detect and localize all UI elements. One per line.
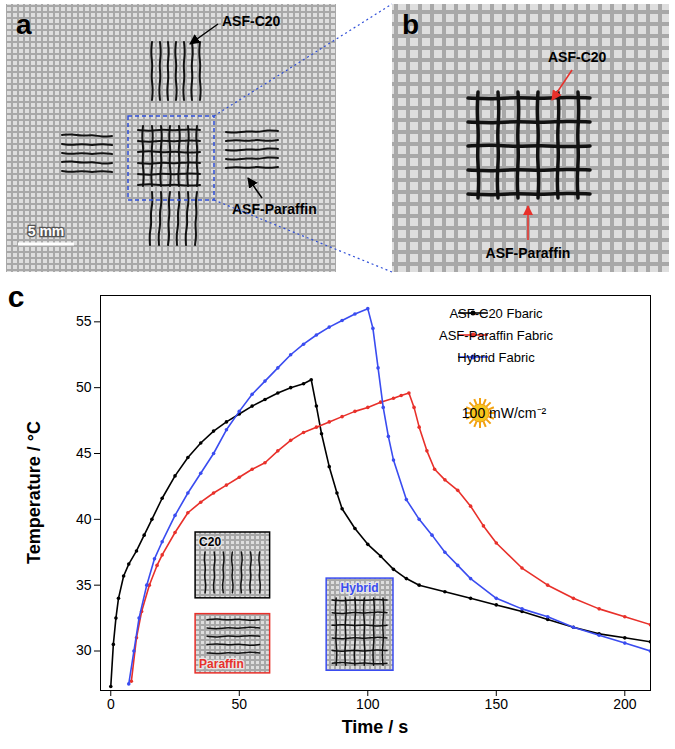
- svg-text:ASF-C20: ASF-C20: [222, 13, 281, 29]
- svg-text:150: 150: [485, 696, 509, 712]
- svg-text:200: 200: [613, 696, 637, 712]
- svg-text:Temperature / °C: Temperature / °C: [24, 421, 44, 564]
- svg-text:Paraffin: Paraffin: [199, 657, 244, 671]
- svg-text:ASF-C20: ASF-C20: [548, 49, 607, 65]
- svg-text:40: 40: [76, 511, 92, 527]
- svg-text:Hybrid Fabric: Hybrid Fabric: [457, 350, 535, 365]
- svg-text:55: 55: [76, 313, 92, 329]
- svg-text:C20: C20: [199, 535, 221, 549]
- svg-text:50: 50: [76, 379, 92, 395]
- svg-text:Hybrid: Hybrid: [341, 581, 379, 595]
- svg-text:c: c: [8, 280, 25, 313]
- svg-text:Time / s: Time / s: [342, 717, 409, 737]
- svg-text:b: b: [402, 9, 419, 40]
- svg-text:35: 35: [76, 577, 92, 593]
- svg-text:50: 50: [231, 696, 247, 712]
- svg-text:0: 0: [107, 696, 115, 712]
- svg-text:5 mm: 5 mm: [28, 223, 65, 239]
- svg-text:ASF-C20 Fbaric: ASF-C20 Fbaric: [449, 306, 543, 321]
- svg-text:ASF-Paraffin: ASF-Paraffin: [486, 245, 571, 261]
- svg-text:a: a: [16, 9, 32, 40]
- svg-text:30: 30: [76, 642, 92, 658]
- svg-text:ASF-Paraffin: ASF-Paraffin: [232, 201, 317, 217]
- svg-text:100: 100: [356, 696, 380, 712]
- svg-text:ASF-Paraffin Fabric: ASF-Paraffin Fabric: [439, 328, 553, 343]
- svg-text:45: 45: [76, 445, 92, 461]
- svg-text:100 mW/cm⁻²: 100 mW/cm⁻²: [462, 405, 547, 421]
